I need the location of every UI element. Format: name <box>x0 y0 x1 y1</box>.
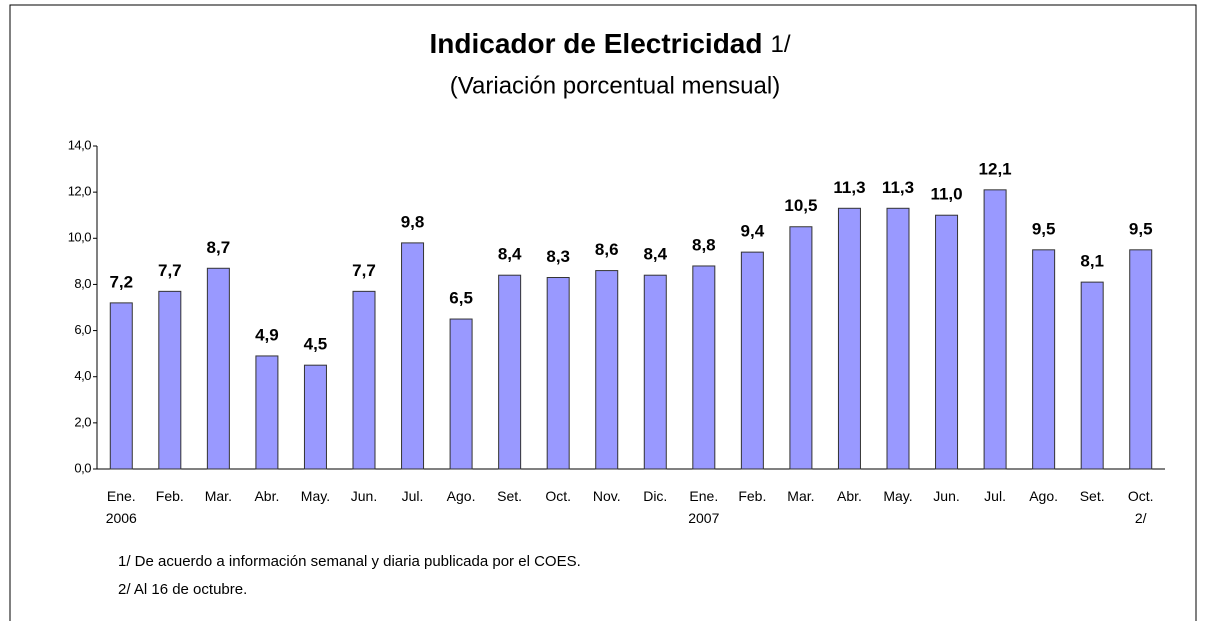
value-label: 9,4 <box>741 222 765 241</box>
value-label: 10,5 <box>784 196 817 215</box>
bar <box>1129 249 1153 470</box>
value-label: 8,4 <box>498 245 522 264</box>
value-label: 8,4 <box>643 245 667 264</box>
value-label: 9,5 <box>1032 219 1056 238</box>
value-label: 9,5 <box>1129 219 1153 238</box>
y-tick-label: 2,0 <box>74 414 91 429</box>
x-tick-label: Jun. <box>933 488 960 504</box>
x-tick-label: Ago. <box>446 488 476 504</box>
bar <box>789 226 813 470</box>
y-tick-label: 14,0 <box>68 137 92 152</box>
y-tick-label: 10,0 <box>68 230 92 245</box>
value-label: 8,7 <box>207 238 231 257</box>
x-tick-label: Ene. 2006 <box>105 488 137 526</box>
value-label: 11,3 <box>833 178 865 197</box>
value-label: 12,1 <box>979 159 1012 178</box>
bar <box>595 270 619 470</box>
frame <box>9 4 1197 621</box>
x-tick-label: Nov. <box>592 488 621 504</box>
bar <box>158 290 182 470</box>
bar <box>935 214 959 470</box>
value-label: 8,3 <box>546 247 570 266</box>
x-tick-label: Ene. 2007 <box>688 488 720 526</box>
bar <box>643 274 667 470</box>
x-tick-label: Jul. <box>401 488 424 504</box>
bar <box>692 265 716 470</box>
title-note: 1/ <box>770 31 790 58</box>
value-label: 11,0 <box>930 185 962 204</box>
y-tick-label: 12,0 <box>68 184 92 199</box>
x-tick-label: Oct. 2/ <box>1127 488 1154 526</box>
value-label: 11,3 <box>882 178 914 197</box>
x-tick-label: Feb. <box>155 488 184 504</box>
x-tick-label: Mar. <box>204 488 232 504</box>
bar <box>886 207 910 470</box>
x-tick-label: May. <box>883 488 913 504</box>
bar <box>837 207 861 470</box>
chart-title-group: Indicador de Electricidad 1/ <box>430 28 791 59</box>
value-label: 4,9 <box>255 325 279 344</box>
bar <box>1032 249 1056 470</box>
bar <box>206 267 230 470</box>
footnote: 2/ Al 16 de octubre. <box>118 581 248 598</box>
x-tick-label: Jun. <box>350 488 378 504</box>
value-label: 8,8 <box>692 235 716 254</box>
x-tick-label: Ago. <box>1029 488 1059 504</box>
bar <box>546 277 570 470</box>
y-tick-label: 8,0 <box>74 276 91 291</box>
bar <box>352 290 376 470</box>
value-label: 8,6 <box>595 240 619 259</box>
value-label: 8,1 <box>1080 252 1104 271</box>
x-tick-label: Jul. <box>984 488 1006 504</box>
x-tick-label: Abr. <box>837 488 862 504</box>
x-tick-label: Feb. <box>738 488 767 504</box>
value-label: 4,5 <box>304 335 328 354</box>
chart-subtitle: (Variación porcentual mensual) <box>450 72 780 99</box>
value-label: 6,5 <box>449 289 473 308</box>
bar <box>255 355 279 470</box>
x-tick-label: Abr. <box>254 488 280 504</box>
x-tick-label: Set. <box>1079 488 1105 504</box>
bar <box>303 364 327 470</box>
x-tick-label: Set. <box>497 488 523 504</box>
bar <box>983 189 1007 470</box>
footnote: 1/ De acuerdo a información semanal y di… <box>118 553 581 570</box>
x-tick-label: Mar. <box>787 488 815 504</box>
x-tick-label: Oct. <box>545 488 571 504</box>
bar <box>498 274 522 470</box>
value-label: 7,2 <box>109 272 133 291</box>
value-label: 9,8 <box>401 212 425 231</box>
y-tick-label: 4,0 <box>74 368 91 383</box>
y-tick-label: 6,0 <box>74 322 91 337</box>
y-tick-label: 0,0 <box>74 460 91 475</box>
bar <box>449 318 473 470</box>
value-label: 7,7 <box>352 261 376 280</box>
value-label: 7,7 <box>158 261 182 280</box>
x-tick-label: May. <box>300 488 331 504</box>
chart-title: Indicador de Electricidad <box>430 28 763 59</box>
bar <box>401 242 425 470</box>
bar <box>1080 281 1104 470</box>
bar <box>740 251 764 470</box>
x-tick-label: Dic. <box>643 488 668 504</box>
bar <box>109 302 133 470</box>
